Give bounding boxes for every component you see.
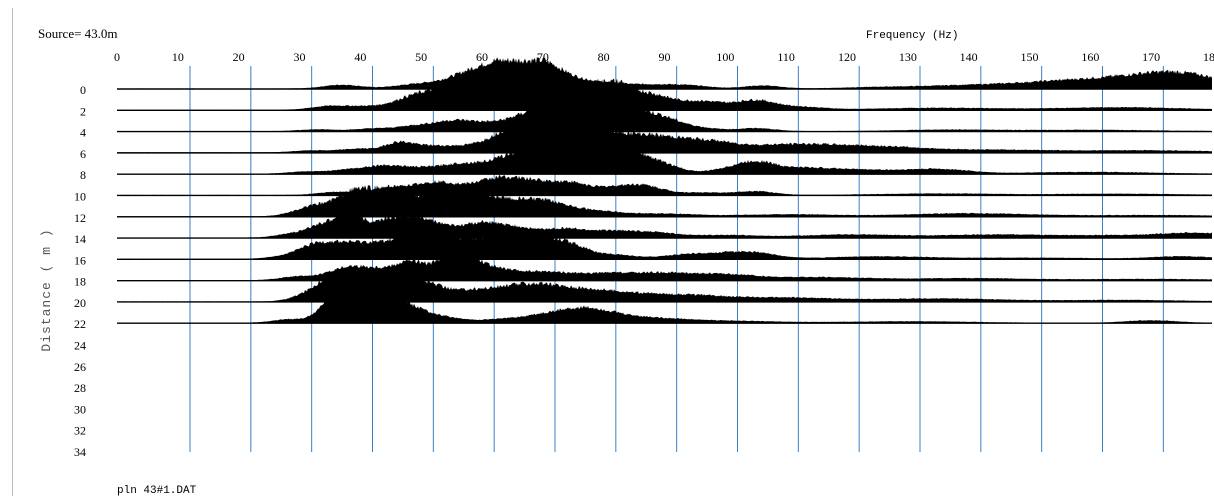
x-tick-label: 60 [476, 50, 488, 64]
x-tick-label: 20 [233, 50, 245, 64]
y-tick-label: 28 [74, 381, 86, 395]
trace-areas [117, 56, 1212, 324]
y-tick-label: 6 [80, 147, 86, 161]
x-tick-label: 130 [899, 50, 917, 64]
y-tick-label: 24 [74, 339, 86, 353]
y-tick-label: 16 [74, 253, 86, 267]
y-tick-label: 0 [80, 83, 86, 97]
x-tick-label: 140 [960, 50, 978, 64]
window-left-border [12, 8, 13, 496]
y-tick-label: 20 [74, 296, 86, 310]
trace-area [117, 291, 1212, 324]
y-axis-title: Distance ( m ) [39, 228, 54, 351]
x-tick-labels: 0 10 20 30 40 50 60 70 80 90 100 110 120 130 140 150 160… [114, 50, 1214, 64]
y-tick-label: 12 [74, 211, 86, 225]
x-tick-label: 180 [1203, 50, 1214, 64]
trace-area [117, 120, 1212, 153]
trace-area [117, 249, 1212, 281]
trace-area [117, 208, 1212, 239]
source-label: Source= 43.0m [38, 26, 118, 41]
y-tick-label: 26 [74, 360, 86, 374]
x-tick-label: 150 [1021, 50, 1039, 64]
x-tick-label: 110 [777, 50, 795, 64]
y-tick-label: 8 [80, 168, 86, 182]
trace-area [117, 99, 1212, 132]
x-tick-label: 10 [172, 50, 184, 64]
y-tick-label: 10 [74, 189, 86, 203]
y-tick-label: 34 [74, 445, 86, 459]
y-tick-label: 32 [74, 424, 86, 438]
trace-area [117, 78, 1212, 111]
trace-area [117, 175, 1212, 196]
y-tick-label: 2 [80, 104, 86, 118]
x-tick-label: 160 [1081, 50, 1099, 64]
x-axis-title: Frequency (Hz) [866, 30, 958, 42]
x-tick-label: 90 [659, 50, 671, 64]
trace-area [117, 56, 1212, 89]
x-tick-label: 0 [114, 50, 120, 64]
y-tick-label: 18 [74, 275, 86, 289]
x-tick-label: 50 [415, 50, 427, 64]
footer-filename: pln 43#1.DAT [117, 485, 197, 497]
trace-area [117, 227, 1212, 260]
x-tick-label: 30 [294, 50, 306, 64]
x-tick-label: 70 [537, 50, 549, 64]
trace-area [117, 184, 1212, 217]
y-tick-label: 30 [74, 402, 86, 416]
trace-area [117, 142, 1212, 175]
y-tick-label: 22 [74, 317, 86, 331]
y-tick-label: 14 [74, 232, 86, 246]
x-tick-label: 100 [716, 50, 734, 64]
y-tick-label: 4 [80, 126, 86, 140]
x-tick-label: 80 [598, 50, 610, 64]
x-tick-label: 120 [838, 50, 856, 64]
x-tick-label: 40 [354, 50, 366, 64]
x-tick-label: 170 [1142, 50, 1160, 64]
